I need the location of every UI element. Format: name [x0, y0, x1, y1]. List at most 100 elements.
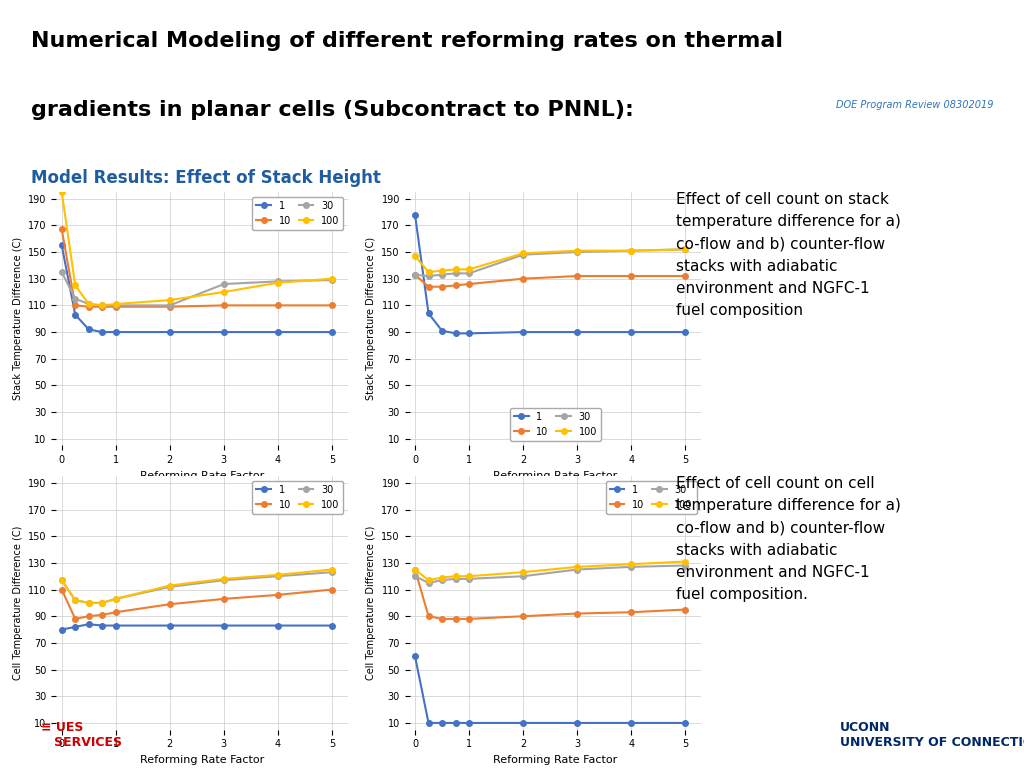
Text: ≡ UES
   SERVICES: ≡ UES SERVICES	[41, 721, 122, 749]
Line: 10: 10	[413, 272, 688, 290]
30	[409, 270, 421, 280]
Y-axis label: Stack Temperature Difference (C): Stack Temperature Difference (C)	[366, 237, 376, 400]
1	[55, 625, 68, 634]
1	[679, 327, 691, 336]
Line: 10: 10	[59, 587, 335, 621]
1	[625, 718, 637, 727]
Text: UCONN
UNIVERSITY OF CONNECTICUT: UCONN UNIVERSITY OF CONNECTICUT	[840, 721, 1024, 749]
10	[625, 607, 637, 617]
100	[436, 573, 449, 582]
1	[517, 718, 529, 727]
10	[450, 614, 462, 624]
10	[96, 611, 109, 620]
30	[96, 301, 109, 310]
100	[625, 560, 637, 569]
Line: 30: 30	[413, 247, 688, 279]
1	[69, 310, 81, 319]
1	[409, 210, 421, 220]
Y-axis label: Stack Temperature Difference (C): Stack Temperature Difference (C)	[12, 237, 23, 400]
1	[679, 718, 691, 727]
30	[218, 280, 230, 289]
10	[164, 302, 176, 311]
1	[409, 651, 421, 660]
10	[69, 614, 81, 624]
10	[409, 565, 421, 574]
100	[679, 245, 691, 254]
100	[83, 300, 95, 309]
1	[271, 621, 284, 631]
30	[625, 562, 637, 571]
1	[571, 327, 584, 336]
100	[55, 575, 68, 584]
Line: 1: 1	[59, 243, 335, 335]
30	[326, 568, 338, 577]
30	[96, 598, 109, 607]
Legend: 1, 10, 30, 100: 1, 10, 30, 100	[252, 197, 343, 230]
10	[679, 271, 691, 280]
100	[271, 571, 284, 580]
30	[83, 598, 95, 607]
100	[164, 296, 176, 305]
1	[625, 327, 637, 336]
30	[83, 300, 95, 309]
1	[436, 326, 449, 336]
30	[110, 301, 122, 310]
100	[571, 562, 584, 571]
10	[679, 605, 691, 614]
1	[463, 718, 475, 727]
1	[422, 309, 434, 318]
10	[83, 611, 95, 621]
10	[55, 585, 68, 594]
30	[463, 269, 475, 278]
10	[110, 302, 122, 311]
1	[271, 327, 284, 336]
Text: Effect of cell count on stack
temperature difference for a)
co-flow and b) count: Effect of cell count on stack temperatur…	[676, 192, 901, 318]
30	[271, 571, 284, 581]
100	[436, 266, 449, 275]
1	[164, 327, 176, 336]
Legend: 1, 10, 30, 100: 1, 10, 30, 100	[252, 481, 343, 514]
100	[450, 265, 462, 274]
100	[110, 594, 122, 604]
X-axis label: Reforming Rate Factor: Reforming Rate Factor	[494, 755, 617, 765]
30	[571, 247, 584, 257]
1	[326, 621, 338, 631]
10	[69, 301, 81, 310]
100	[517, 568, 529, 577]
X-axis label: Reforming Rate Factor: Reforming Rate Factor	[140, 755, 264, 765]
10	[96, 302, 109, 311]
100	[218, 574, 230, 584]
30	[422, 271, 434, 280]
10	[409, 270, 421, 280]
Line: 1: 1	[59, 621, 335, 632]
30	[55, 267, 68, 276]
Line: 1: 1	[413, 654, 688, 726]
100	[110, 300, 122, 309]
100	[218, 287, 230, 296]
30	[164, 582, 176, 591]
100	[517, 249, 529, 258]
10	[326, 301, 338, 310]
100	[463, 265, 475, 274]
30	[625, 246, 637, 255]
10	[55, 225, 68, 234]
Line: 30: 30	[413, 563, 688, 586]
1	[69, 622, 81, 631]
Y-axis label: Cell Temperature Difference (C): Cell Temperature Difference (C)	[12, 525, 23, 680]
100	[271, 278, 284, 287]
10	[517, 611, 529, 621]
Text: Numerical Modeling of different reforming rates on thermal: Numerical Modeling of different reformin…	[31, 31, 782, 51]
10	[436, 614, 449, 624]
Line: 100: 100	[413, 247, 688, 275]
100	[463, 571, 475, 581]
10	[422, 282, 434, 291]
30	[409, 571, 421, 581]
1	[450, 718, 462, 727]
Legend: 1, 10, 30, 100: 1, 10, 30, 100	[510, 408, 601, 441]
1	[218, 327, 230, 336]
30	[326, 276, 338, 285]
100	[625, 246, 637, 255]
30	[69, 596, 81, 605]
100	[96, 598, 109, 607]
Line: 100: 100	[413, 559, 688, 583]
